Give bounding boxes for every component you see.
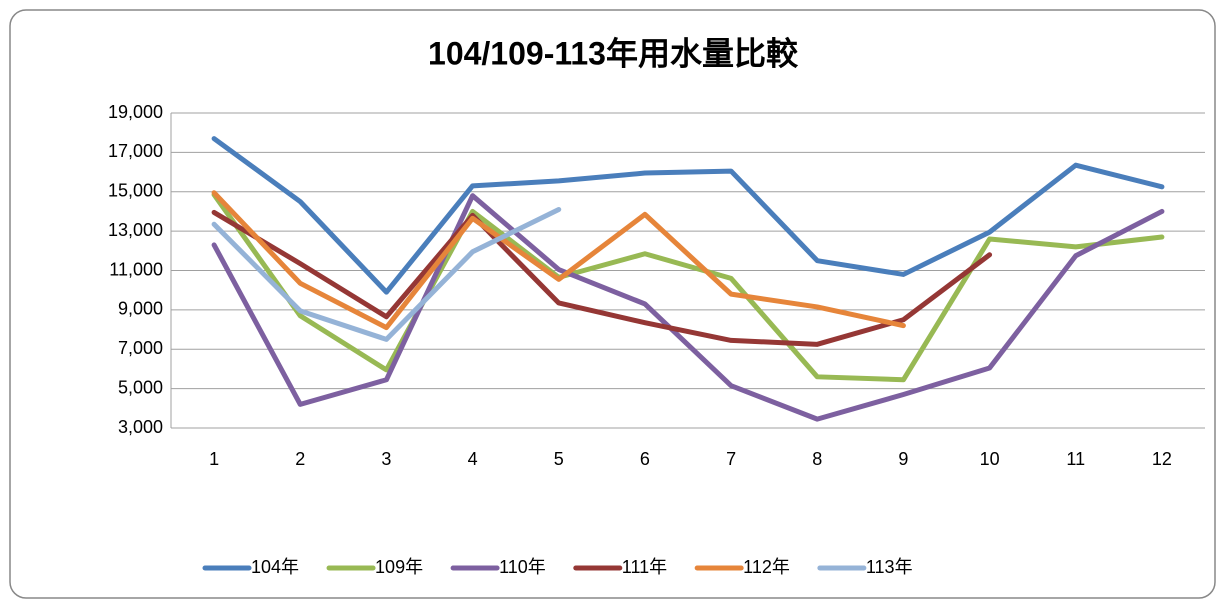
legend-label: 113年 — [866, 557, 913, 577]
series-line — [211, 206, 562, 342]
series-line — [211, 192, 1165, 383]
y-tick-label: 15,000 — [108, 181, 163, 201]
legend-label: 112年 — [743, 557, 790, 577]
y-tick-label: 7,000 — [118, 338, 163, 358]
x-tick-label: 4 — [468, 449, 478, 469]
x-tick-label: 11 — [1066, 449, 1085, 469]
y-tick-label: 13,000 — [108, 220, 163, 240]
chart-title: 104/109-113年用水量比較 — [428, 35, 799, 71]
x-tick-label: 1 — [209, 449, 219, 469]
legend-label: 111年 — [622, 557, 667, 577]
x-tick-label: 10 — [980, 449, 1000, 469]
y-tick-label: 3,000 — [118, 417, 163, 437]
series-line — [211, 193, 1165, 422]
legend-label: 110年 — [499, 557, 546, 577]
series-line — [211, 190, 906, 331]
x-tick-label: 5 — [554, 449, 564, 469]
series-line — [211, 209, 993, 347]
y-tick-label: 19,000 — [108, 102, 163, 122]
legend-label: 109年 — [375, 557, 423, 577]
legend-label: 104年 — [251, 557, 299, 577]
chart-frame — [9, 9, 1216, 599]
y-tick-label: 5,000 — [118, 377, 163, 397]
x-tick-label: 9 — [898, 449, 908, 469]
series-line — [211, 136, 1165, 295]
y-tick-label: 9,000 — [118, 299, 163, 319]
y-tick-label: 17,000 — [108, 141, 163, 161]
x-tick-label: 7 — [726, 449, 736, 469]
x-tick-label: 12 — [1152, 449, 1172, 469]
y-tick-label: 11,000 — [109, 259, 163, 279]
x-tick-label: 6 — [640, 449, 650, 469]
x-tick-label: 8 — [812, 449, 822, 469]
x-tick-label: 2 — [295, 449, 305, 469]
x-tick-label: 3 — [381, 449, 391, 469]
